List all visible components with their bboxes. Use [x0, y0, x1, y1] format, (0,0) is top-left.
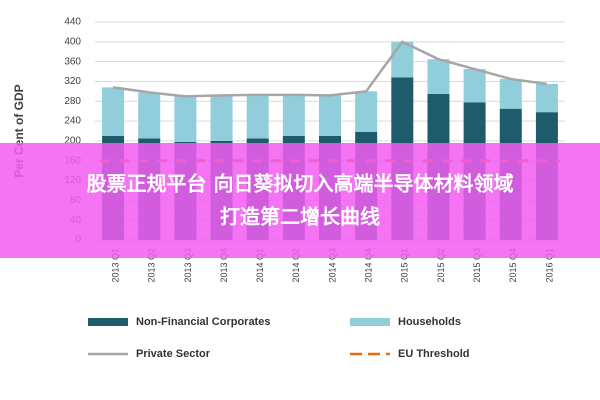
- legend-swatch: [350, 318, 390, 326]
- y-tick-label: 400: [64, 36, 81, 47]
- x-tick-label: 2014 Q4: [364, 248, 374, 283]
- legend-label: Households: [398, 316, 461, 328]
- bar-segment: [174, 96, 197, 142]
- legend-label: Non-Financial Corporates: [136, 316, 270, 328]
- x-tick-label: 2014 Q1: [255, 248, 265, 283]
- bar-segment: [463, 69, 486, 103]
- y-tick-label: 360: [64, 56, 81, 67]
- line-series: [112, 40, 548, 98]
- legend-label: EU Threshold: [398, 348, 470, 360]
- x-tick-label: 2013 Q1: [110, 248, 120, 283]
- bar-segment: [427, 59, 450, 94]
- x-tick-label: 2013 Q3: [183, 248, 193, 283]
- legend-swatch: [88, 318, 128, 326]
- bar-segment: [355, 91, 378, 132]
- bar-segment: [138, 92, 161, 139]
- x-tick-label: 2015 Q3: [472, 248, 482, 283]
- x-tick-label: 2013 Q4: [219, 248, 229, 283]
- x-tick-label: 2015 Q2: [436, 248, 446, 283]
- y-tick-label: 280: [64, 96, 81, 107]
- bar-segment: [102, 87, 125, 136]
- bar-segment: [282, 94, 305, 136]
- x-tick-label: 2015 Q4: [508, 248, 518, 283]
- x-tick-label: 2014 Q2: [291, 248, 301, 283]
- bar-segment: [246, 94, 269, 139]
- x-tick-label: 2014 Q3: [327, 248, 337, 283]
- y-tick-label: 320: [64, 76, 81, 87]
- bar-segment: [210, 95, 233, 141]
- y-tick-label: 240: [64, 116, 81, 127]
- legend-label: Private Sector: [136, 348, 211, 360]
- bar-segment: [535, 83, 558, 113]
- bar-segment: [391, 41, 414, 78]
- banner-text: 打造第二增长曲线: [220, 205, 380, 229]
- banner-text: 股票正规平台 向日葵拟切入高端半导体材料领域: [87, 172, 514, 196]
- bar-segment: [499, 78, 522, 109]
- x-tick-label: 2013 Q2: [147, 248, 157, 283]
- x-tick-label: 2015 Q1: [400, 248, 410, 283]
- bar-segment: [319, 95, 341, 136]
- y-tick-label: 440: [64, 17, 81, 28]
- y-tick-label: 200: [64, 136, 81, 147]
- banner: [0, 143, 600, 258]
- x-tick-label: 2016 Q1: [544, 248, 554, 283]
